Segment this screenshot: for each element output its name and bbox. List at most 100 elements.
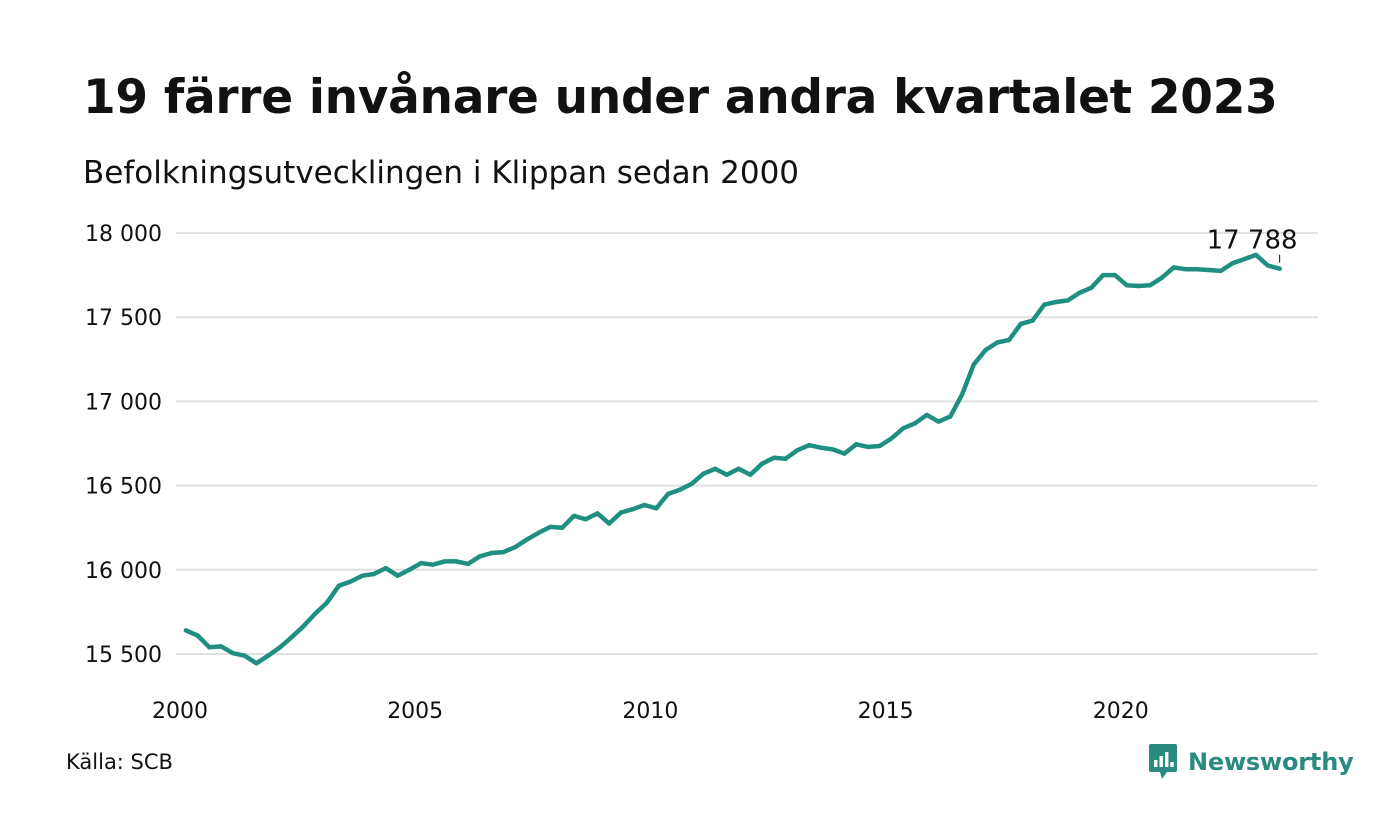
data-point [901, 426, 906, 431]
data-point [1018, 321, 1023, 327]
data-point [583, 517, 588, 522]
x-tick-label: 2015 [858, 699, 914, 724]
data-point [1242, 256, 1247, 262]
data-point [912, 421, 918, 426]
source-note: Källa: SCB [66, 750, 173, 774]
data-point [1077, 290, 1082, 295]
data-point [313, 611, 318, 616]
data-point [759, 461, 765, 466]
data-point [1030, 318, 1035, 323]
data-point [571, 513, 577, 519]
newsworthy-logo: Newsworthy [1148, 742, 1354, 782]
data-point [560, 525, 565, 530]
data-point [771, 455, 777, 460]
brand-name: Newsworthy [1188, 748, 1354, 776]
data-point [1230, 261, 1235, 266]
data-point [783, 456, 788, 461]
data-point [1053, 299, 1059, 305]
data-point [242, 653, 247, 658]
data-point [924, 412, 929, 418]
data-point [712, 466, 718, 471]
data-point [183, 628, 189, 633]
data-point [1065, 298, 1071, 303]
data-point [266, 653, 271, 658]
data-point [430, 562, 435, 567]
data-point [1089, 285, 1094, 290]
data-point [277, 645, 283, 650]
data-point [324, 600, 330, 605]
data-point [1148, 283, 1153, 288]
data-point [818, 445, 824, 450]
x-tick-label: 2010 [622, 699, 678, 724]
data-point [395, 573, 400, 578]
data-point [936, 419, 941, 424]
data-point [1277, 266, 1282, 271]
data-point [289, 635, 294, 640]
data-point [865, 444, 871, 450]
data-point [536, 530, 541, 535]
data-point [489, 550, 494, 556]
data-point [889, 436, 894, 441]
data-point [1124, 283, 1129, 288]
data-point [219, 644, 224, 649]
data-point [1112, 272, 1118, 278]
data-point [654, 506, 659, 511]
bar-chart-speech-bubble-icon [1149, 744, 1177, 779]
data-point [995, 340, 1000, 345]
data-point [407, 567, 412, 572]
data-point [548, 524, 553, 530]
data-point [418, 560, 424, 566]
data-point [724, 472, 729, 477]
data-point [1253, 252, 1259, 258]
data-point [877, 443, 882, 449]
data-point [454, 559, 459, 564]
data-point [1206, 267, 1212, 273]
data-point [736, 466, 741, 471]
data-point [348, 579, 353, 584]
y-tick-label: 17 500 [85, 306, 162, 331]
y-tick-label: 15 500 [85, 643, 162, 668]
data-point [1101, 272, 1106, 278]
last-value-label: 17 788 [1207, 226, 1298, 256]
data-point [689, 481, 694, 487]
data-point [524, 537, 530, 542]
data-point [336, 583, 341, 588]
data-point [618, 510, 624, 515]
data-point [1006, 337, 1012, 343]
data-point [207, 645, 212, 650]
data-point [1159, 275, 1165, 280]
data-point [701, 471, 706, 476]
data-point [607, 521, 612, 526]
data-point [665, 491, 671, 497]
data-point [748, 472, 753, 477]
data-point [959, 392, 965, 397]
data-point [513, 544, 518, 550]
y-tick-label: 16 000 [85, 559, 162, 584]
data-point [1218, 268, 1224, 274]
data-point [795, 448, 800, 453]
data-point [595, 511, 600, 516]
x-tick-label: 2000 [152, 699, 208, 724]
data-point [301, 624, 306, 629]
y-tick-label: 16 500 [85, 475, 162, 500]
data-point [1136, 283, 1141, 289]
x-tick-label: 2020 [1093, 699, 1149, 724]
data-point [383, 565, 388, 571]
data-point [360, 573, 365, 578]
data-point [1171, 265, 1176, 270]
series-line [183, 252, 1282, 666]
data-point [1195, 267, 1200, 272]
data-point [971, 362, 976, 367]
y-tick-label: 17 000 [85, 390, 162, 415]
data-point [807, 443, 812, 448]
y-tick-label: 18 000 [85, 222, 162, 247]
data-point [948, 414, 953, 419]
data-point [465, 561, 471, 567]
data-point [677, 487, 682, 492]
chart-title: 19 färre invånare under andra kvartalet … [83, 70, 1278, 125]
data-point [195, 633, 200, 638]
chart-subtitle: Befolkningsutvecklingen i Klippan sedan … [83, 155, 800, 191]
x-tick-label: 2005 [387, 699, 443, 724]
data-point [1042, 302, 1047, 307]
data-point [830, 447, 835, 452]
